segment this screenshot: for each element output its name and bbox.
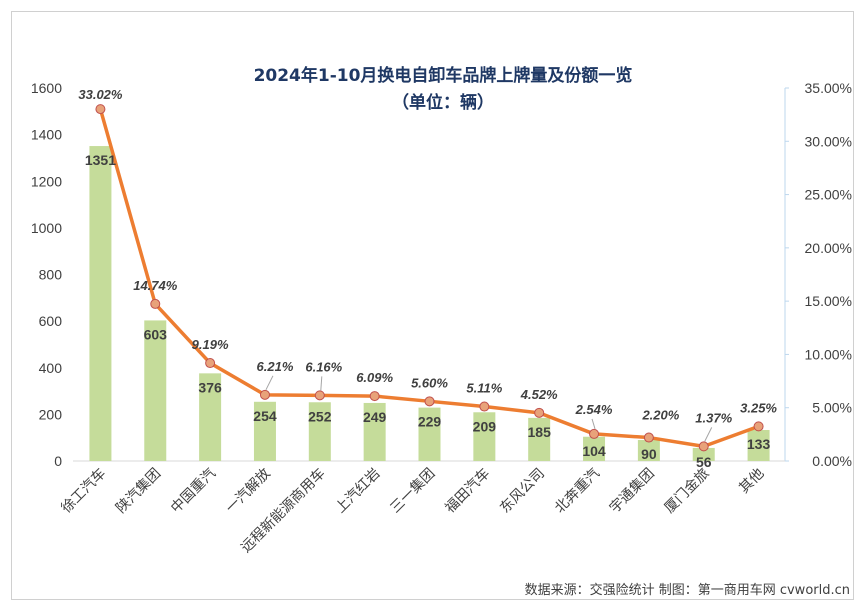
right-tick-label: 15.00% xyxy=(805,293,852,309)
left-axis-ticks: 0 200 400 600 800 1000 1200 1400 1600 xyxy=(31,80,62,469)
left-tick-label: 1200 xyxy=(31,173,62,189)
bar-value-label: 209 xyxy=(473,418,497,434)
share-label: 6.21% xyxy=(257,359,294,374)
share-marker xyxy=(534,407,545,418)
left-tick-label: 200 xyxy=(39,406,63,422)
share-marker xyxy=(95,104,106,115)
bar-value-labels: 1351 603 376 254 252 249 229 209 185 104 90 56 133 xyxy=(85,152,771,470)
share-label: 5.11% xyxy=(466,381,502,396)
share-label: 9.19% xyxy=(192,337,229,352)
left-tick-label: 800 xyxy=(39,267,63,283)
left-tick-label: 1600 xyxy=(31,80,62,96)
share-label: 2.54% xyxy=(575,402,613,417)
bar xyxy=(89,146,112,461)
bar-value-label: 133 xyxy=(747,436,771,452)
share-leader-line xyxy=(320,376,323,391)
right-tick-label: 25.00% xyxy=(805,187,852,203)
right-tick-label: 5.00% xyxy=(812,400,852,416)
share-marker xyxy=(424,396,435,407)
share-marker xyxy=(150,298,161,309)
bar-value-label: 1351 xyxy=(85,152,116,168)
share-marker xyxy=(753,421,764,432)
share-labels: 33.02% 14.74% 9.19% 6.21% 6.16% 6.09% 5.60% 5.1… xyxy=(78,87,777,442)
share-marker xyxy=(205,358,216,369)
bar-value-label: 185 xyxy=(528,424,552,440)
left-tick-label: 0 xyxy=(54,453,62,469)
share-label: 3.25% xyxy=(740,400,777,415)
bar xyxy=(473,412,496,461)
share-marker xyxy=(698,441,709,452)
share-marker xyxy=(314,390,325,401)
share-leader-line xyxy=(591,418,596,430)
right-tick-label: 30.00% xyxy=(805,133,852,149)
share-leader-line xyxy=(265,375,274,391)
share-label: 14.74% xyxy=(133,278,178,293)
share-label: 1.37% xyxy=(695,410,732,425)
bar-value-label: 254 xyxy=(253,408,277,424)
bar-value-label: 90 xyxy=(641,446,657,462)
left-tick-label: 1400 xyxy=(31,127,62,143)
right-tick-label: 35.00% xyxy=(805,80,852,96)
share-label: 33.02% xyxy=(78,87,123,102)
left-tick-label: 400 xyxy=(39,360,63,376)
share-marker xyxy=(259,389,270,400)
bar-value-label: 603 xyxy=(144,326,168,342)
bar-series xyxy=(89,146,770,461)
bar xyxy=(692,447,715,461)
bar-value-label: 376 xyxy=(198,379,222,395)
bar-value-label: 56 xyxy=(696,454,712,470)
share-marker xyxy=(479,401,490,412)
bar xyxy=(363,402,386,461)
share-marker xyxy=(589,428,600,439)
share-label: 6.09% xyxy=(356,370,393,385)
bar xyxy=(637,440,660,461)
bar xyxy=(747,429,770,461)
bar xyxy=(199,373,222,461)
bar xyxy=(583,436,606,461)
left-tick-label: 1000 xyxy=(31,220,62,236)
source-note: 数据来源：交强险统计 制图：第一商用车网 cvworld.cn xyxy=(525,582,850,598)
right-tick-label: 10.00% xyxy=(805,346,852,362)
bar xyxy=(418,407,441,461)
share-marker xyxy=(369,391,380,402)
left-tick-label: 600 xyxy=(39,313,63,329)
right-tick-label: 20.00% xyxy=(805,240,852,256)
bar-value-label: 252 xyxy=(308,408,332,424)
share-label: 2.20% xyxy=(641,408,679,423)
bar xyxy=(308,402,331,461)
share-leader-line xyxy=(704,427,713,442)
bar-value-label: 104 xyxy=(582,443,606,459)
right-axis-ticks: 0.00% 5.00% 10.00% 15.00% 20.00% 25.00% 30.00%… xyxy=(785,80,852,469)
bar-value-label: 229 xyxy=(418,414,442,430)
bar xyxy=(528,417,551,461)
bar xyxy=(144,320,167,461)
share-label: 6.16% xyxy=(305,359,342,374)
right-tick-label: 0.00% xyxy=(812,453,852,469)
share-label: 5.60% xyxy=(411,375,448,390)
share-line-series xyxy=(95,104,764,452)
bar-value-label: 249 xyxy=(363,409,387,425)
share-label: 4.52% xyxy=(520,387,558,402)
chart-title: 2024年1-10月换电自卸车品牌上牌量及份额一览 xyxy=(254,65,633,86)
chart-subtitle: （单位：辆） xyxy=(392,92,494,113)
share-marker xyxy=(643,432,654,443)
bar xyxy=(253,401,276,461)
